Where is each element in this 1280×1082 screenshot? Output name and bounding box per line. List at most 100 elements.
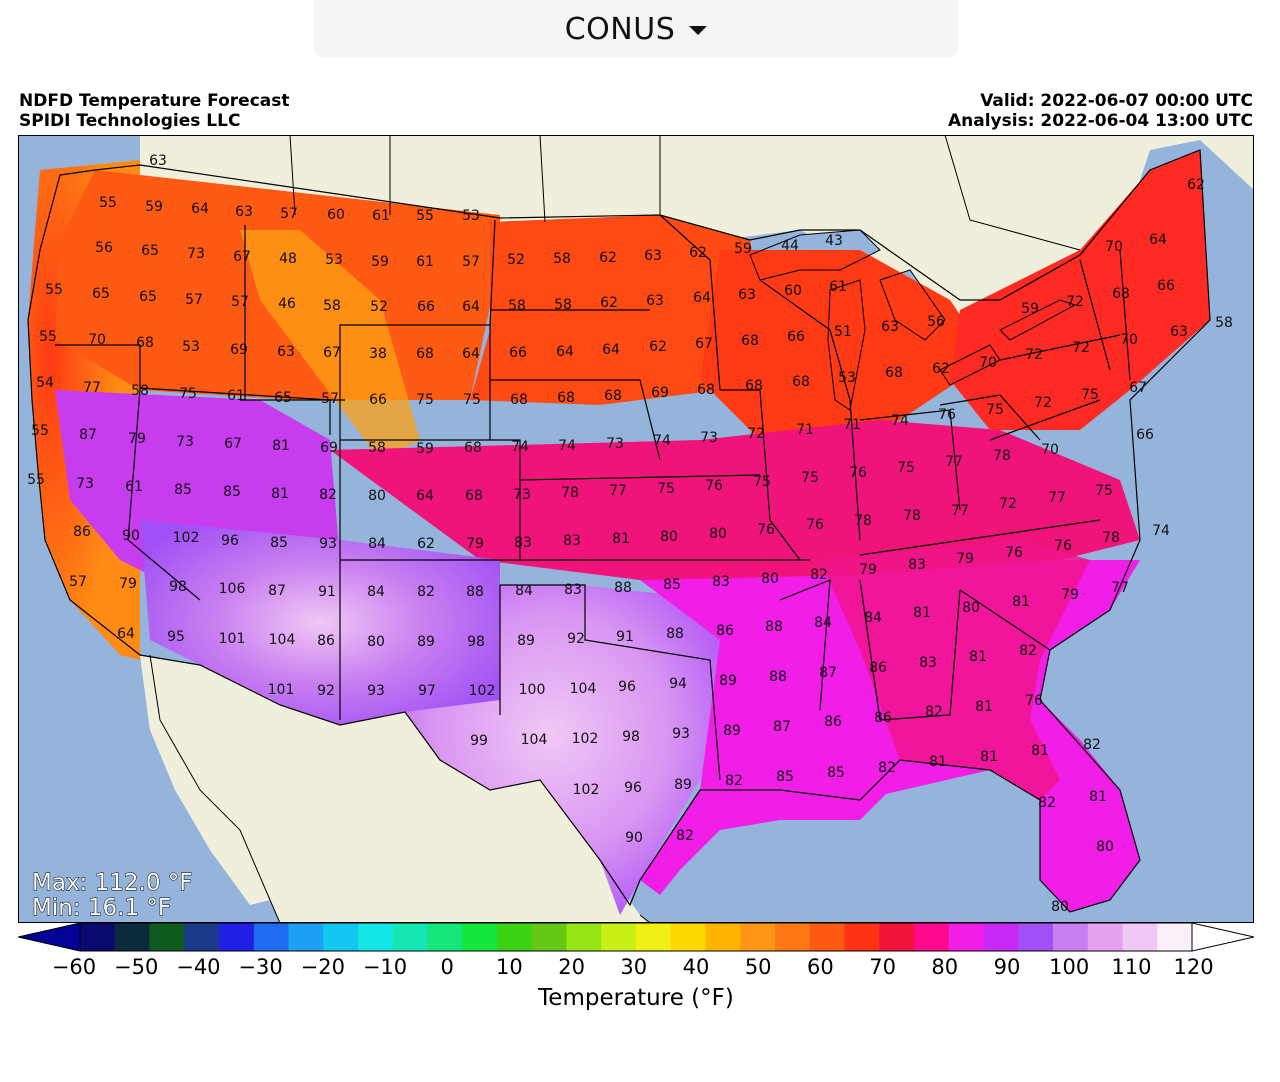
temperature-value: 72 xyxy=(747,426,765,442)
temperature-value: 77 xyxy=(609,483,627,499)
temperature-value: 83 xyxy=(514,535,532,551)
temperature-value: 58 xyxy=(131,383,149,399)
colorbar-tick-label: 30 xyxy=(620,955,648,979)
temperature-value: 53 xyxy=(838,370,856,386)
temperature-value: 67 xyxy=(233,249,251,265)
colorbar-tick-label: −40 xyxy=(176,955,221,979)
colorbar-ticks: −60 −50 −40 −30 −20 −10 0 10 20 30 40 50 60 70 80 90 100… xyxy=(18,955,1254,985)
colorbar-tick-label: 20 xyxy=(558,955,585,979)
temperature-value: 91 xyxy=(616,629,634,645)
temperature-value: 75 xyxy=(986,402,1004,418)
temperature-value: 61 xyxy=(829,279,847,295)
temperature-value: 89 xyxy=(517,633,535,649)
map-subtitle: SPIDI Technologies LLC xyxy=(19,111,241,131)
temperature-value: 48 xyxy=(279,251,297,267)
usa-great-lakes-zone xyxy=(700,250,990,440)
temperature-value: 96 xyxy=(221,533,239,549)
colorbar-tick-label: −10 xyxy=(362,955,408,979)
temperature-value: 68 xyxy=(604,388,622,404)
temperature-value: 79 xyxy=(128,431,146,447)
temperature-value: 84 xyxy=(814,615,832,631)
colorbar-segment xyxy=(775,923,811,951)
temperature-value: 63 xyxy=(277,344,295,360)
colorbar-segment xyxy=(983,923,1019,951)
temperature-value: 87 xyxy=(773,719,791,735)
temperature-value: 52 xyxy=(370,299,388,315)
temperature-value: 83 xyxy=(563,533,581,549)
temperature-value: 85 xyxy=(663,577,681,593)
temperature-value: 81 xyxy=(612,531,630,547)
analysis-time: Analysis: 2022-06-04 13:00 UTC xyxy=(948,111,1253,131)
max-temp-label: Max: 112.0 °F xyxy=(32,870,193,897)
temperature-value: 62 xyxy=(689,245,707,261)
temperature-map: 63 55 59 64 63 57 60 61 55 53 56 65 73 67 48 53 59 61 57 52… xyxy=(18,135,1254,923)
region-dropdown[interactable]: CONUS xyxy=(314,0,958,58)
temperature-value: 58 xyxy=(323,298,341,314)
temperature-value: 63 xyxy=(235,204,253,220)
temperature-value: 80 xyxy=(962,600,980,616)
map-header-left: NDFD Temperature Forecast SPIDI Technolo… xyxy=(19,91,290,131)
temperature-value: 38 xyxy=(369,346,387,362)
temperature-value: 68 xyxy=(741,333,759,349)
usa-rockies-yellow-zone xyxy=(240,230,420,460)
temperature-value: 68 xyxy=(885,365,903,381)
temperature-value: 66 xyxy=(509,345,527,361)
temperature-value: 81 xyxy=(1031,743,1049,759)
temperature-value: 91 xyxy=(318,584,336,600)
state-borders xyxy=(27,149,1211,913)
temperature-value: 51 xyxy=(834,324,852,340)
temperature-value: 76 xyxy=(806,517,824,533)
temperature-value: 58 xyxy=(1215,315,1233,331)
temperature-value: 82 xyxy=(725,773,743,789)
colorbar-segment xyxy=(670,923,706,951)
temperature-value: 79 xyxy=(119,576,137,592)
colorbar-segment xyxy=(601,923,637,951)
colorbar-tick-label: 80 xyxy=(931,955,959,979)
temperature-value: 60 xyxy=(327,207,345,223)
colorbar-under-triangle xyxy=(17,922,81,952)
temperature-value: 90 xyxy=(625,830,643,846)
temperature-value: 62 xyxy=(1187,177,1205,193)
usa-southeast-magenta-zone xyxy=(820,540,1090,800)
temperature-value: 92 xyxy=(317,683,335,699)
temperature-value: 66 xyxy=(369,392,387,408)
colorbar-segment xyxy=(80,923,116,951)
temperature-value: 68 xyxy=(1112,286,1130,302)
temperature-value: 64 xyxy=(462,299,480,315)
temperature-value: 82 xyxy=(676,828,694,844)
colorbar-segment xyxy=(288,923,324,951)
temperature-value: 83 xyxy=(919,655,937,671)
temperature-value: 61 xyxy=(416,254,434,270)
colorbar-tick-label: −60 xyxy=(51,955,97,979)
temperature-value: 96 xyxy=(618,679,636,695)
temperature-value: 80 xyxy=(709,526,727,542)
colorbar-segment xyxy=(844,923,880,951)
colorbar-segment xyxy=(184,923,220,951)
temperature-value: 68 xyxy=(416,346,434,362)
temperature-value: 73 xyxy=(176,434,194,450)
colorbar-segment xyxy=(114,923,150,951)
temperature-value: 64 xyxy=(416,488,434,504)
temperature-value: 76 xyxy=(849,465,867,481)
temperature-value: 62 xyxy=(932,361,950,377)
temperature-value: 65 xyxy=(141,243,159,259)
temperature-value: 83 xyxy=(564,582,582,598)
temperature-value: 79 xyxy=(859,562,877,578)
colorbar-segment xyxy=(427,923,463,951)
temperature-value: 81 xyxy=(1089,789,1107,805)
temperature-value: 83 xyxy=(712,574,730,590)
temperature-value: 89 xyxy=(719,673,737,689)
temperature-value: 63 xyxy=(149,153,167,169)
temperature-value: 58 xyxy=(368,440,386,456)
temperature-value: 76 xyxy=(757,522,775,538)
temperature-value: 79 xyxy=(956,551,974,567)
temperature-value: 97 xyxy=(418,683,436,699)
temperature-value: 78 xyxy=(903,508,921,524)
colorbar-segment xyxy=(566,923,602,951)
colorbar-segment xyxy=(740,923,776,951)
temperature-value: 98 xyxy=(467,634,485,650)
temperature-value: 104 xyxy=(269,632,296,648)
temperature-value: 81 xyxy=(929,754,947,770)
temperature-value: 85 xyxy=(174,482,192,498)
region-dropdown-label: CONUS xyxy=(564,11,676,47)
